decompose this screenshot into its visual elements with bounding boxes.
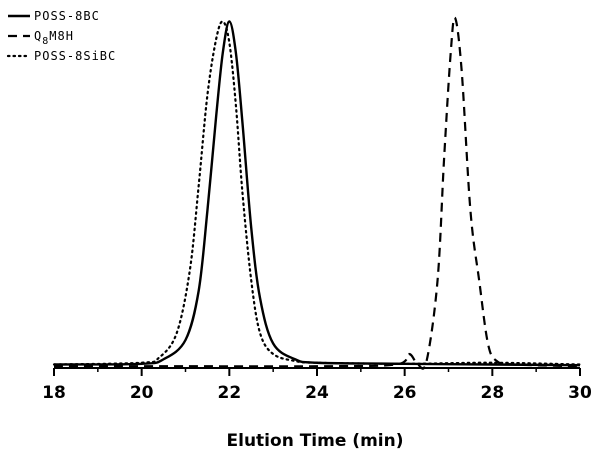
x-tick-label: 24 bbox=[305, 383, 329, 403]
x-tick-label: 22 bbox=[217, 383, 241, 403]
series-line-poss-8bc bbox=[53, 20, 581, 367]
x-tick-label: 20 bbox=[130, 383, 154, 403]
series-line-poss-8sibc bbox=[52, 20, 582, 366]
legend-label: Q8M8H bbox=[34, 29, 74, 47]
x-tick-label: 28 bbox=[480, 383, 504, 403]
x-tick-label: 18 bbox=[42, 383, 66, 403]
x-tick-label: 30 bbox=[568, 383, 591, 403]
x-tick-label: 26 bbox=[393, 383, 417, 403]
legend: POSS-8BC Q8M8H POSS-8SiBC bbox=[6, 9, 116, 63]
legend-label: POSS-8BC bbox=[34, 9, 100, 23]
legend-label: POSS-8SiBC bbox=[34, 49, 116, 63]
x-axis-title: Elution Time (min) bbox=[227, 431, 404, 451]
series-line-q8m8h bbox=[54, 16, 581, 370]
plot-area bbox=[52, 16, 582, 370]
x-axis: 18 20 22 24 26 28 30 bbox=[42, 367, 591, 403]
